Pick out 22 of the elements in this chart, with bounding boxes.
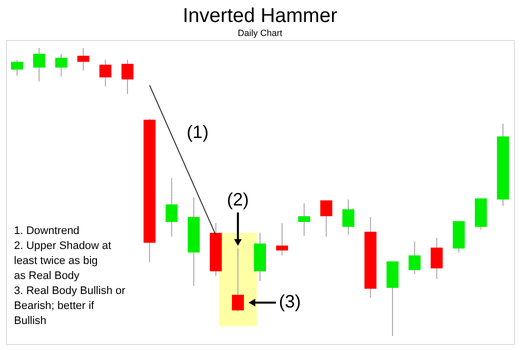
chart-subtitle: Daily Chart [238,28,283,38]
candlestick [408,241,421,275]
candlestick [430,237,443,280]
chart-title: Inverted Hammer [182,5,338,27]
candlestick [320,200,332,238]
annotation: (3) [278,292,301,312]
annotation: (1) [186,122,209,142]
candlestick [33,48,46,82]
candlestick [298,202,310,236]
candlestick [77,48,90,71]
candlestick [232,248,244,312]
annotation: 2. Upper Shadow at least twice as big as Real Body [14,240,112,282]
candlestick [276,222,288,256]
candlestick [121,59,134,95]
candlestick [55,53,68,78]
annotation: 3. Real Body Bullish or Bearish; better if Bullish [14,285,126,327]
candlestick [166,177,178,238]
candlestick [11,59,24,76]
annotation: (2) [226,189,249,210]
candlestick [342,198,354,236]
annotation: 1. Downtrend [14,225,80,237]
candlestick [99,59,112,87]
